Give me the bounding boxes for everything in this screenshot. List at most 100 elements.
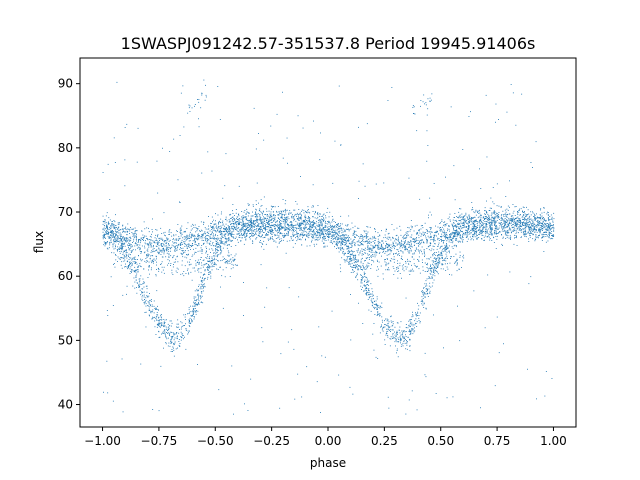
data-point [448,245,450,247]
data-point [292,214,293,216]
data-point [485,229,487,231]
data-point [167,345,169,347]
data-point [196,230,198,232]
data-point [367,241,369,243]
data-point [216,249,218,250]
data-point [410,325,411,327]
data-point [364,247,366,249]
data-point [232,204,234,205]
data-point [318,224,320,226]
data-point [412,333,414,335]
data-point [243,223,245,224]
data-point [191,321,193,323]
data-point [349,243,351,245]
data-point [118,227,119,229]
data-point [273,220,275,221]
data-point [374,242,376,244]
data-point [256,221,258,223]
data-point [353,242,355,244]
data-point [444,233,446,235]
data-point [276,220,278,222]
data-point [548,227,550,229]
data-point [440,229,442,230]
data-point [370,244,372,246]
data-point [110,227,112,229]
data-point [154,316,156,318]
data-point [505,216,507,218]
data-point [522,228,524,229]
data-point [158,252,159,254]
data-point [447,247,449,249]
data-point [479,223,481,224]
data-point [209,236,211,238]
data-point [119,238,120,239]
data-point [520,220,521,222]
data-point [304,218,306,220]
data-point [266,228,268,230]
data-point [189,317,191,319]
data-point [490,224,491,226]
data-point [193,296,195,298]
data-point [343,239,345,240]
data-point [167,244,169,246]
data-point [340,228,342,230]
data-point [304,217,306,218]
data-point [371,238,373,240]
data-point [483,227,485,229]
data-point [363,284,365,286]
data-point [270,225,271,227]
data-point [215,230,216,232]
data-point [386,246,388,248]
data-point [102,231,104,233]
data-point [287,224,288,226]
data-point [103,236,104,238]
data-point [149,304,151,305]
data-point [103,229,105,231]
data-point [354,256,356,258]
data-point [198,226,200,227]
data-point [338,241,340,243]
data-point [390,239,392,241]
data-point [514,230,515,232]
data-point [351,250,353,252]
data-point [452,232,454,234]
data-point [453,236,455,238]
data-point [126,237,127,239]
data-point [441,219,443,221]
data-point [225,219,226,220]
data-point [278,235,280,237]
data-point [283,222,285,224]
data-point [132,242,133,243]
data-point [410,332,412,334]
data-point [158,248,160,250]
data-point [177,238,179,240]
data-point [486,211,487,213]
data-point [333,226,335,228]
data-point [389,260,391,261]
data-point [388,326,390,328]
data-point [152,250,154,252]
data-point [329,232,330,234]
data-point [512,230,514,232]
data-point [137,269,139,271]
data-point [176,230,177,232]
data-point [334,231,335,233]
data-point [479,226,481,228]
data-point [488,216,490,217]
data-point [401,239,402,241]
data-point [441,253,443,255]
data-point [332,243,333,245]
data-point [293,227,295,228]
data-point [281,233,283,235]
data-point [426,293,428,295]
data-point [135,233,137,234]
data-point [218,223,219,225]
data-point [459,231,461,233]
data-point [142,288,144,290]
data-point [528,241,530,242]
data-point [426,230,428,232]
data-point [437,257,439,259]
data-point [466,222,468,224]
data-point [225,238,227,240]
data-point [220,231,221,233]
